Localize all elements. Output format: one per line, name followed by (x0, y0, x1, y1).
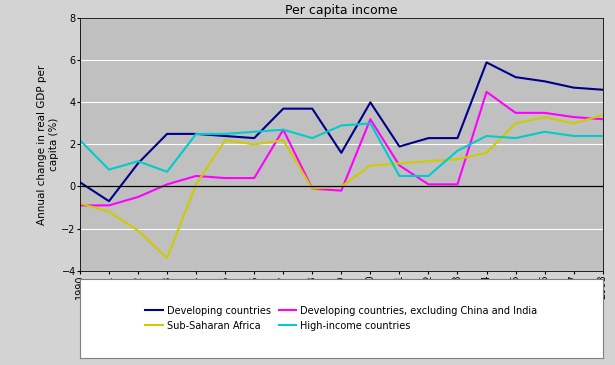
High-income countries (454, 149, 461, 153)
Developing countries, excluding China and India (134, 195, 141, 199)
Developing countries, excluding China and India (192, 174, 200, 178)
Sub-Saharan Africa (134, 228, 141, 233)
Sub-Saharan Africa (395, 161, 403, 165)
Developing countries (512, 75, 519, 79)
Developing countries, excluding China and India (512, 111, 519, 115)
Developing countries, excluding China and India (164, 182, 171, 187)
High-income countries (309, 136, 316, 140)
High-income countries (338, 123, 345, 128)
High-income countries (76, 138, 84, 142)
Sub-Saharan Africa (454, 157, 461, 161)
Developing countries (309, 107, 316, 111)
Developing countries, excluding China and India (105, 203, 113, 208)
High-income countries (221, 132, 229, 136)
Developing countries, excluding China and India (570, 115, 577, 119)
High-income countries (570, 134, 577, 138)
Y-axis label: Annual change in real GDP per
capita (%): Annual change in real GDP per capita (%) (37, 64, 58, 224)
High-income countries (105, 168, 113, 172)
Developing countries (250, 136, 258, 140)
Sub-Saharan Africa (105, 210, 113, 214)
Developing countries, excluding China and India (221, 176, 229, 180)
Sub-Saharan Africa (541, 115, 549, 119)
High-income countries (164, 170, 171, 174)
Developing countries, excluding China and India (309, 187, 316, 191)
Developing countries (164, 132, 171, 136)
Line: Developing countries: Developing countries (80, 62, 603, 201)
Developing countries, excluding China and India (338, 188, 345, 193)
Developing countries (134, 161, 141, 165)
High-income countries (367, 121, 374, 126)
Sub-Saharan Africa (76, 201, 84, 205)
Sub-Saharan Africa (367, 163, 374, 168)
Developing countries (76, 180, 84, 184)
Sub-Saharan Africa (425, 159, 432, 164)
Sub-Saharan Africa (338, 184, 345, 189)
Developing countries, excluding China and India (76, 203, 84, 208)
High-income countries (250, 130, 258, 134)
Developing countries (570, 85, 577, 90)
Sub-Saharan Africa (512, 121, 519, 126)
Sub-Saharan Africa (599, 113, 606, 117)
Sub-Saharan Africa (192, 182, 200, 187)
Developing countries (395, 144, 403, 149)
Sub-Saharan Africa (221, 138, 229, 142)
Developing countries (192, 132, 200, 136)
Sub-Saharan Africa (483, 151, 490, 155)
High-income countries (192, 132, 200, 136)
Developing countries (454, 136, 461, 140)
High-income countries (280, 127, 287, 132)
Developing countries, excluding China and India (395, 163, 403, 168)
High-income countries (483, 134, 490, 138)
Developing countries (280, 107, 287, 111)
Developing countries (367, 100, 374, 104)
Developing countries, excluding China and India (367, 117, 374, 122)
Developing countries (105, 199, 113, 203)
Line: High-income countries: High-income countries (80, 123, 603, 176)
Title: Per capita income: Per capita income (285, 4, 397, 17)
Developing countries (338, 151, 345, 155)
High-income countries (541, 130, 549, 134)
Sub-Saharan Africa (164, 256, 171, 260)
High-income countries (395, 174, 403, 178)
High-income countries (425, 174, 432, 178)
Developing countries (221, 134, 229, 138)
Developing countries, excluding China and India (541, 111, 549, 115)
Developing countries (541, 79, 549, 84)
Developing countries, excluding China and India (483, 90, 490, 94)
Developing countries, excluding China and India (599, 117, 606, 122)
Line: Developing countries, excluding China and India: Developing countries, excluding China an… (80, 92, 603, 205)
Sub-Saharan Africa (280, 138, 287, 142)
Developing countries (599, 88, 606, 92)
Developing countries, excluding China and India (280, 127, 287, 132)
High-income countries (134, 159, 141, 164)
High-income countries (512, 136, 519, 140)
Sub-Saharan Africa (250, 142, 258, 147)
Developing countries, excluding China and India (250, 176, 258, 180)
Developing countries (425, 136, 432, 140)
Developing countries, excluding China and India (425, 182, 432, 187)
Sub-Saharan Africa (570, 121, 577, 126)
Developing countries, excluding China and India (454, 182, 461, 187)
Legend: Developing countries, Sub-Saharan Africa, Developing countries, excluding China : Developing countries, Sub-Saharan Africa… (141, 301, 542, 335)
Sub-Saharan Africa (309, 187, 316, 191)
Developing countries (483, 60, 490, 65)
Line: Sub-Saharan Africa: Sub-Saharan Africa (80, 115, 603, 258)
High-income countries (599, 134, 606, 138)
